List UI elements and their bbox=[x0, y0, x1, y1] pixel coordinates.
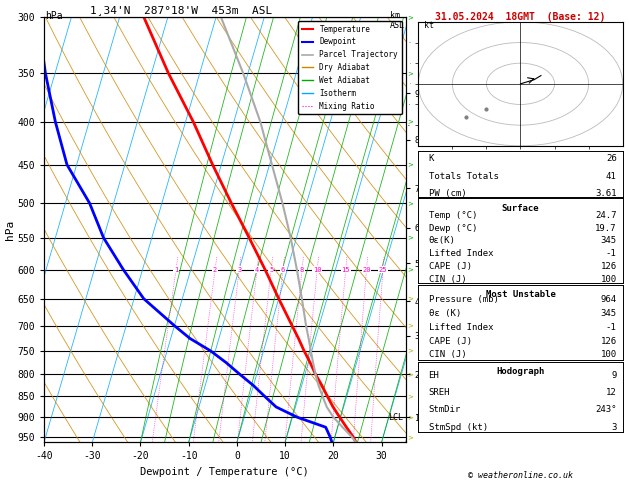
Text: 3: 3 bbox=[611, 423, 616, 432]
Text: Most Unstable: Most Unstable bbox=[486, 290, 555, 299]
Text: 2: 2 bbox=[213, 266, 217, 273]
Text: © weatheronline.co.uk: © weatheronline.co.uk bbox=[468, 471, 573, 480]
Text: hPa: hPa bbox=[45, 11, 63, 21]
Text: 4: 4 bbox=[255, 266, 259, 273]
Text: StmDir: StmDir bbox=[428, 405, 461, 415]
Text: 345: 345 bbox=[601, 309, 616, 318]
X-axis label: Dewpoint / Temperature (°C): Dewpoint / Temperature (°C) bbox=[140, 467, 309, 477]
Text: 3: 3 bbox=[237, 266, 242, 273]
Text: >: > bbox=[408, 70, 413, 76]
Text: 31.05.2024  18GMT  (Base: 12): 31.05.2024 18GMT (Base: 12) bbox=[435, 12, 606, 22]
Text: CIN (J): CIN (J) bbox=[428, 350, 466, 359]
Text: Hodograph: Hodograph bbox=[496, 366, 545, 376]
Text: >: > bbox=[408, 371, 413, 377]
Text: >: > bbox=[408, 200, 413, 206]
Text: CIN (J): CIN (J) bbox=[428, 275, 466, 284]
Y-axis label: hPa: hPa bbox=[4, 220, 14, 240]
Text: SREH: SREH bbox=[428, 388, 450, 398]
Text: 41: 41 bbox=[606, 172, 616, 181]
Text: 100: 100 bbox=[601, 275, 616, 284]
Text: LCL: LCL bbox=[388, 413, 403, 422]
Text: 10: 10 bbox=[313, 266, 321, 273]
Text: 1: 1 bbox=[174, 266, 178, 273]
Title: 1¸34'N  287°18'W  453m  ASL: 1¸34'N 287°18'W 453m ASL bbox=[91, 5, 272, 15]
Text: Lifted Index: Lifted Index bbox=[428, 323, 493, 332]
Text: >: > bbox=[408, 266, 413, 273]
Text: CAPE (J): CAPE (J) bbox=[428, 262, 472, 271]
Text: Pressure (mb): Pressure (mb) bbox=[428, 295, 498, 304]
Text: CAPE (J): CAPE (J) bbox=[428, 337, 472, 346]
Text: >: > bbox=[408, 14, 413, 20]
Text: 243°: 243° bbox=[595, 405, 616, 415]
Text: 12: 12 bbox=[606, 388, 616, 398]
Text: >: > bbox=[408, 348, 413, 354]
Text: 26: 26 bbox=[606, 155, 616, 163]
Text: 24.7: 24.7 bbox=[595, 211, 616, 220]
Text: >: > bbox=[408, 162, 413, 168]
Y-axis label: Mixing Ratio (g/kg): Mixing Ratio (g/kg) bbox=[427, 178, 437, 281]
Text: 100: 100 bbox=[601, 350, 616, 359]
Text: >: > bbox=[408, 235, 413, 241]
Text: Totals Totals: Totals Totals bbox=[428, 172, 498, 181]
Text: StmSpd (kt): StmSpd (kt) bbox=[428, 423, 487, 432]
Text: kt: kt bbox=[425, 21, 435, 30]
Text: 345: 345 bbox=[601, 236, 616, 245]
Text: 15: 15 bbox=[342, 266, 350, 273]
Text: 126: 126 bbox=[601, 262, 616, 271]
Text: >: > bbox=[408, 414, 413, 420]
Text: Lifted Index: Lifted Index bbox=[428, 249, 493, 258]
Text: EH: EH bbox=[428, 371, 439, 380]
Text: 25: 25 bbox=[379, 266, 387, 273]
Text: -1: -1 bbox=[606, 249, 616, 258]
Text: >: > bbox=[408, 295, 413, 302]
Text: >: > bbox=[408, 119, 413, 125]
Text: PW (cm): PW (cm) bbox=[428, 189, 466, 198]
Text: 964: 964 bbox=[601, 295, 616, 304]
Legend: Temperature, Dewpoint, Parcel Trajectory, Dry Adiabat, Wet Adiabat, Isotherm, Mi: Temperature, Dewpoint, Parcel Trajectory… bbox=[298, 21, 402, 114]
Text: 9: 9 bbox=[611, 371, 616, 380]
Text: θε(K): θε(K) bbox=[428, 236, 455, 245]
Text: 8: 8 bbox=[300, 266, 304, 273]
Text: 6: 6 bbox=[281, 266, 285, 273]
Text: 5: 5 bbox=[269, 266, 274, 273]
Text: Surface: Surface bbox=[502, 204, 539, 213]
Text: >: > bbox=[408, 434, 413, 440]
Text: Temp (°C): Temp (°C) bbox=[428, 211, 477, 220]
Text: θε (K): θε (K) bbox=[428, 309, 461, 318]
Text: 20: 20 bbox=[362, 266, 370, 273]
Text: Dewp (°C): Dewp (°C) bbox=[428, 224, 477, 233]
Text: >: > bbox=[408, 323, 413, 329]
Text: km
ASL: km ASL bbox=[390, 11, 405, 30]
Text: 19.7: 19.7 bbox=[595, 224, 616, 233]
Text: >: > bbox=[408, 393, 413, 399]
Text: 126: 126 bbox=[601, 337, 616, 346]
Text: 3.61: 3.61 bbox=[595, 189, 616, 198]
Text: -1: -1 bbox=[606, 323, 616, 332]
Text: K: K bbox=[428, 155, 434, 163]
